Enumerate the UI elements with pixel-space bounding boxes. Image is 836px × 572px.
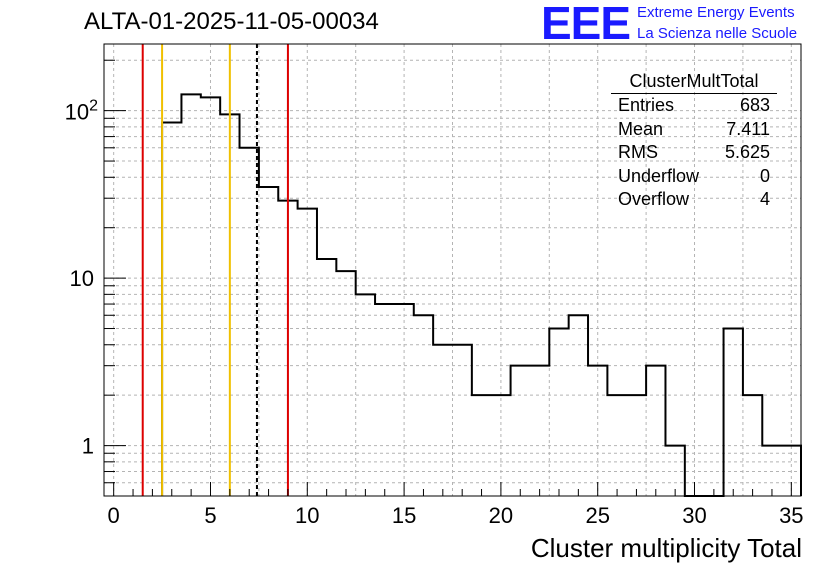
x-tick-label: 30 [682, 503, 706, 528]
histogram-bin [569, 315, 588, 496]
logo-line-1: Extreme Energy Events [637, 4, 795, 21]
histogram-bin [530, 366, 549, 496]
y-tick-label: 102 [65, 98, 98, 125]
x-tick-label: 15 [392, 503, 416, 528]
x-tick-label: 5 [204, 503, 216, 528]
histogram-bin [453, 345, 472, 496]
stats-row: Overflow 4 [611, 188, 781, 212]
stats-box: ClusterMultTotal Entries 683 Mean 7.411 RMS 5… [611, 70, 781, 212]
stats-value: 5.625 [724, 142, 770, 162]
histogram-bin [259, 187, 278, 496]
y-tick-label: 10 [70, 266, 94, 291]
plot-frame [103, 43, 802, 497]
histogram-bin [414, 315, 433, 496]
histogram-bin [627, 395, 646, 496]
x-tick-label: 35 [779, 503, 803, 528]
histogram-bin [433, 345, 452, 496]
x-tick-label: 10 [295, 503, 319, 528]
logo-line-2: La Scienza nelle Scuole [637, 25, 798, 42]
reference-lines [141, 44, 289, 496]
histogram-bin [375, 304, 394, 496]
x-tick-label: 20 [489, 503, 513, 528]
eee-logo: EEE [541, 0, 631, 49]
stats-value: 7.411 [726, 118, 770, 139]
stats-row: RMS 5.625 [611, 141, 781, 165]
histogram-bin [162, 122, 181, 496]
histogram-bin [511, 366, 530, 496]
stats-value: 4 [759, 189, 770, 209]
stats-label: Entries [618, 95, 675, 115]
stats-label: Mean [618, 118, 664, 139]
axes: 0 5 10 15 20 25 30 35 1 10 102 [65, 43, 804, 528]
y-tick-label: 1 [82, 434, 94, 459]
histogram-bin [181, 94, 200, 496]
stats-row: Mean 7.411 [611, 118, 781, 142]
stats-value: 683 [739, 95, 770, 115]
grid [104, 44, 801, 497]
stats-value: 0 [759, 165, 770, 186]
stats-label: Overflow [618, 189, 690, 209]
x-axis-label: Cluster multiplicity Total [530, 533, 802, 563]
x-tick-label: 25 [585, 503, 609, 528]
histogram-bin [646, 366, 665, 496]
stats-label: RMS [618, 142, 658, 162]
stats-row: Entries 683 [611, 94, 781, 118]
x-tick-label: 0 [108, 503, 120, 528]
stats-label: Underflow [618, 165, 700, 186]
histogram-bin [549, 329, 568, 496]
chart-title: ALTA-01-2025-11-05-00034 [84, 8, 379, 35]
stats-row: Underflow 0 [611, 165, 781, 189]
stats-title: ClusterMultTotal [611, 70, 777, 94]
histogram-bin [724, 329, 743, 496]
